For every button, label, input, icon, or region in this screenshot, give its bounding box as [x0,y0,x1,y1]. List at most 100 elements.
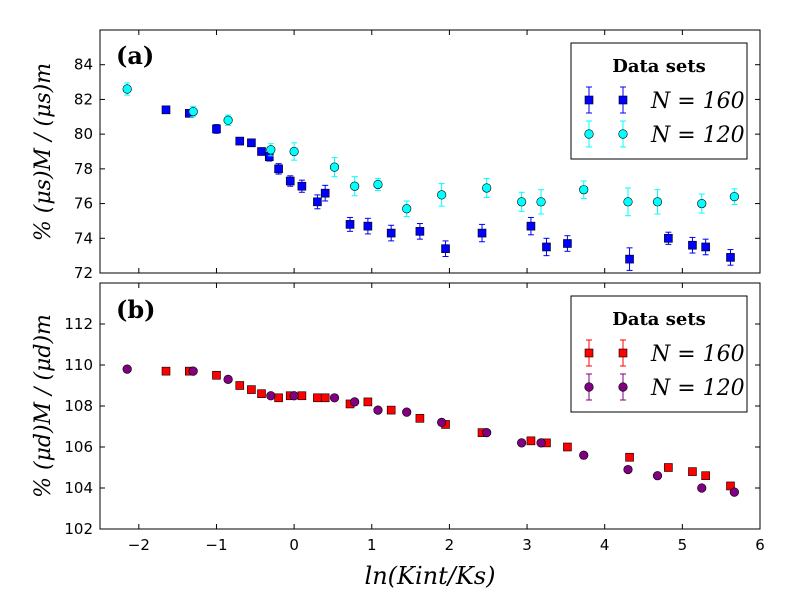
panel-b-point-circle [122,364,132,374]
panel-a-point-square [726,253,735,262]
panel-b-ylabel: % (μd)M / (μd)m [31,314,56,498]
panel-b-point-circle [579,450,589,460]
panel-b-ytick-label: 112 [64,315,93,333]
panel-b-point-square [415,413,425,423]
panel-a-point-square [701,242,710,252]
panel-b-point-circle [623,464,633,475]
panel-b-point-square [701,471,710,481]
panel-b-ytick-label: 110 [64,356,93,374]
panel-a-point-square [441,244,450,253]
panel-b-xtick-label: 3 [522,536,532,554]
panel-a-point-circle [289,146,299,157]
panel-a-point-circle [188,106,198,117]
panel-a-point-square [345,220,355,229]
panel-b-point-circle [350,397,360,407]
panel-b-ytick-label: 106 [64,438,93,456]
panel-b-point-circle [289,391,299,401]
panel-b-point-circle [188,366,198,376]
panel-a-legend: Data sets N = 160 N = 120 [570,42,748,160]
panel-b-point-square [161,366,171,376]
panel-a-ylabel: % (μs)M / (μs)m [31,63,56,241]
panel-a-point-square [688,240,697,250]
panel-b-legend: Data sets N = 160 N = 120 [570,295,748,413]
panel-a-point-square [235,136,245,146]
legend-marker-square [584,95,594,105]
panel-a-legend-box [570,42,748,160]
panel-a-point-circle [373,179,383,190]
panel-b-point-circle [437,417,447,428]
panel-b-point-square [320,393,330,403]
legend-marker-square [584,348,594,358]
panel-a-plot-area: 72 74 76 78 80 82 84 [74,30,761,282]
panel-a-point-square [563,239,572,248]
panel-b: 102 104 106 108 110 112 −2 −1 0 1 2 3 4 5 6 (b) % (μd)… [31,282,765,590]
panel-b-ytick-label: 108 [64,397,93,415]
panel-b-point-circle [729,487,739,497]
panel-a-point-circle [437,190,447,200]
panel-b-legend-title: Data sets [612,309,706,330]
panel-b-point-square [386,405,396,415]
panel-a-point-circle [579,185,589,195]
panel-a-point-circle [266,145,276,155]
panel-b-point-square [664,463,673,472]
panel-b-point-square [257,389,266,399]
panel-a-point-square [526,221,536,231]
panel-a-point-square [161,105,171,115]
panel-a-point-square [320,188,330,198]
legend-marker-circle [584,129,594,139]
panel-b-xtick-label: 6 [755,536,765,554]
legend-marker-square [618,348,628,358]
legend-series-name: N = 120 [650,123,745,148]
panel-b-xtick-label: 0 [289,536,299,554]
panel-b-xtick-label: −1 [205,536,227,554]
panel-a-point-square [212,124,221,134]
panel-b-ytick-label: 104 [64,479,93,497]
panel-b-xtick-label: 2 [445,536,455,554]
panel-a-point-circle [697,198,707,209]
panel-b-label: (b) [116,295,156,324]
panel-a-point-circle [729,192,739,202]
panel-b-point-circle [266,391,276,401]
panel-b-point-square [625,452,634,462]
panel-b-xtick-label: −2 [128,536,150,554]
panel-a-point-circle [122,84,132,94]
panel-a-point-circle [402,204,412,214]
panel-b-point-square [526,436,536,446]
panel-b-point-square [297,391,307,401]
panel-a-point-circle [536,197,546,207]
panel-a-point-circle [652,197,663,207]
panel-a-point-square [415,227,425,236]
panel-a-point-square [257,147,266,156]
panel-a-ytick-label: 82 [74,90,93,108]
panel-b-xtick-label: 5 [678,536,688,554]
panel-b-point-circle [373,405,383,415]
panel-a-label: (a) [116,41,154,70]
panel-a-point-circle [350,181,360,191]
panel-a-point-square [363,221,373,231]
panel-b-point-circle [482,428,492,438]
panel-a-ytick-label: 74 [74,229,93,247]
panel-a: 72 74 76 78 80 82 84 (a) % (μs)M / (μs)m Data … [31,29,761,282]
panel-a-point-square [386,228,396,238]
legend-series-name: N = 120 [650,376,745,401]
panel-b-xtick-label: 1 [367,536,377,554]
panel-b-point-circle [223,374,233,384]
legend-series-name: N = 160 [650,89,745,114]
panel-b-point-circle [652,471,663,481]
panel-b-ytick-label: 102 [64,520,93,538]
panel-b-point-square [688,467,697,476]
legend-series-name: N = 160 [650,342,745,367]
legend-marker-square [618,95,628,105]
panel-a-frame [99,29,761,274]
panel-b-point-square [563,442,572,452]
panel-a-point-square [542,242,551,252]
panel-a-point-circle [623,197,633,207]
panel-b-point-circle [402,407,412,417]
panel-a-ytick-label: 72 [74,264,93,282]
panel-b-point-square [274,393,283,403]
panel-a-point-square [477,228,487,238]
panel-b-plot-area: 102 104 106 108 110 112 −2 −1 0 1 2 3 4 5 6 [64,283,765,554]
panel-b-point-square [212,370,221,380]
panel-a-point-square [625,254,634,264]
